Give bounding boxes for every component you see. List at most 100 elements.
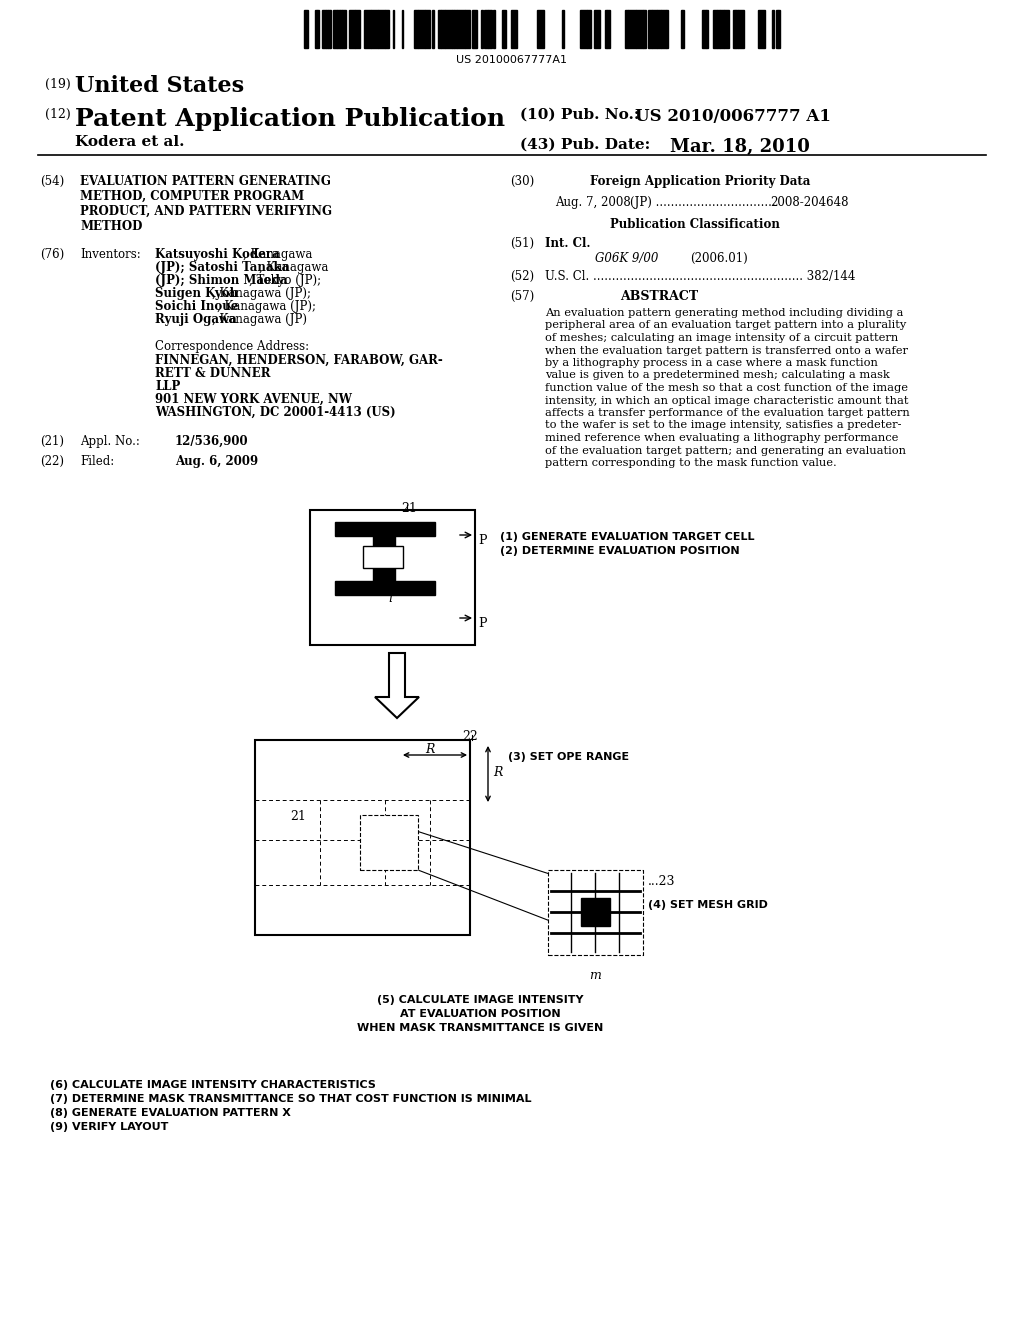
Text: to the wafer is set to the image intensity, satisfies a predeter-: to the wafer is set to the image intensi… [545,421,901,430]
Bar [636,11,643,48]
Bar [360,814,418,870]
Text: Publication Classification: Publication Classification [610,218,780,231]
Text: (1) GENERATE EVALUATION TARGET CELL: (1) GENERATE EVALUATION TARGET CELL [500,532,755,543]
Text: (57): (57) [510,290,535,304]
Text: P: P [478,535,486,546]
Text: (10) Pub. No.:: (10) Pub. No.: [520,108,640,121]
Text: RETT & DUNNER: RETT & DUNNER [155,367,270,380]
Text: (22): (22) [40,455,63,469]
Text: FINNEGAN, HENDERSON, FARABOW, GAR-: FINNEGAN, HENDERSON, FARABOW, GAR- [155,354,442,367]
Text: , Kanagawa: , Kanagawa [244,248,312,261]
Text: METHOD, COMPUTER PROGRAM: METHOD, COMPUTER PROGRAM [80,190,304,203]
Bar [733,11,734,48]
Text: Aug. 6, 2009: Aug. 6, 2009 [175,455,258,469]
Text: R: R [493,767,503,780]
Text: (76): (76) [40,248,65,261]
Text: , Kanagawa (JP);: , Kanagawa (JP); [217,300,316,313]
Bar [494,11,496,48]
Bar [333,11,337,48]
Bar [364,11,371,48]
Bar [660,11,667,48]
Text: Aug. 7, 2008: Aug. 7, 2008 [555,195,631,209]
Bar [255,741,470,935]
Text: function value of the mesh so that a cost function of the image: function value of the mesh so that a cos… [545,383,908,393]
Text: Inventors:: Inventors: [80,248,140,261]
Text: Soichi Inoue: Soichi Inoue [155,300,239,313]
Text: (52): (52) [510,271,535,282]
Bar [378,11,385,48]
Text: affects a transfer performance of the evaluation target pattern: affects a transfer performance of the ev… [545,408,909,418]
Text: (3) SET OPE RANGE: (3) SET OPE RANGE [508,752,629,762]
Text: 901 NEW YORK AVENUE, NW: 901 NEW YORK AVENUE, NW [155,393,352,407]
Bar [317,11,318,48]
Bar [587,11,591,48]
Bar [454,11,458,48]
Bar [702,11,706,48]
Text: Katsuyoshi Kodera: Katsuyoshi Kodera [155,248,280,261]
Text: (4) SET MESH GRID: (4) SET MESH GRID [648,900,768,909]
Text: (30): (30) [510,176,535,187]
Text: Correspondence Address:: Correspondence Address: [155,341,309,352]
Bar [373,536,395,581]
Bar [340,11,342,48]
Text: Ryuji Ogawa: Ryuji Ogawa [155,313,237,326]
Text: peripheral area of an evaluation target pattern into a plurality: peripheral area of an evaluation target … [545,321,906,330]
Polygon shape [375,653,419,718]
Text: Mar. 18, 2010: Mar. 18, 2010 [670,139,810,156]
Bar [418,11,425,48]
Bar [629,11,636,48]
Text: (21): (21) [40,436,63,447]
Text: 12/536,900: 12/536,900 [175,436,249,447]
Bar [681,11,682,48]
Text: Kodera et al.: Kodera et al. [75,135,184,149]
Bar [772,11,774,48]
Bar [323,11,326,48]
Bar [652,11,657,48]
Bar [432,11,434,48]
Text: (JP) ................................: (JP) ................................ [630,195,775,209]
Text: (51): (51) [510,238,535,249]
Bar [465,11,470,48]
Bar [562,11,563,48]
Bar [503,11,506,48]
Bar [643,11,646,48]
Bar [444,11,452,48]
Bar [776,11,778,48]
Text: 22: 22 [462,730,478,743]
Text: m: m [589,969,601,982]
Text: US 2010/0067777 A1: US 2010/0067777 A1 [635,108,830,125]
Bar [738,11,743,48]
Bar [511,11,517,48]
Text: R: R [425,743,434,756]
Text: 21: 21 [400,502,417,515]
Bar [335,521,435,536]
Bar [648,11,652,48]
Text: (JP); Shimon Maeda: (JP); Shimon Maeda [155,275,288,286]
Bar [304,11,308,48]
Bar [349,11,354,48]
Bar [472,11,477,48]
Text: Int. Cl.: Int. Cl. [545,238,591,249]
Bar [315,11,317,48]
Bar [425,11,430,48]
Text: i: i [388,591,392,605]
Bar [667,11,668,48]
Bar [736,11,738,48]
Text: (6) CALCULATE IMAGE INTENSITY CHARACTERISTICS: (6) CALCULATE IMAGE INTENSITY CHARACTERI… [50,1080,376,1090]
Text: intensity, in which an optical image characteristic amount that: intensity, in which an optical image cha… [545,396,908,405]
Bar [548,870,643,954]
Text: Filed:: Filed: [80,455,115,469]
Bar [581,898,610,927]
Text: PRODUCT, AND PATTERN VERIFYING: PRODUCT, AND PATTERN VERIFYING [80,205,332,218]
Text: , Tokyo (JP);: , Tokyo (JP); [249,275,321,286]
Text: 2008-204648: 2008-204648 [770,195,849,209]
Bar [392,11,394,48]
Bar [328,11,330,48]
Text: ABSTRACT: ABSTRACT [620,290,698,304]
Bar [734,11,736,48]
Text: mined reference when evaluating a lithography performance: mined reference when evaluating a lithog… [545,433,898,444]
Bar [310,510,475,645]
Text: Appl. No.:: Appl. No.: [80,436,140,447]
Text: (2006.01): (2006.01) [690,252,748,265]
Text: , Kanagawa (JP): , Kanagawa (JP) [212,313,307,326]
